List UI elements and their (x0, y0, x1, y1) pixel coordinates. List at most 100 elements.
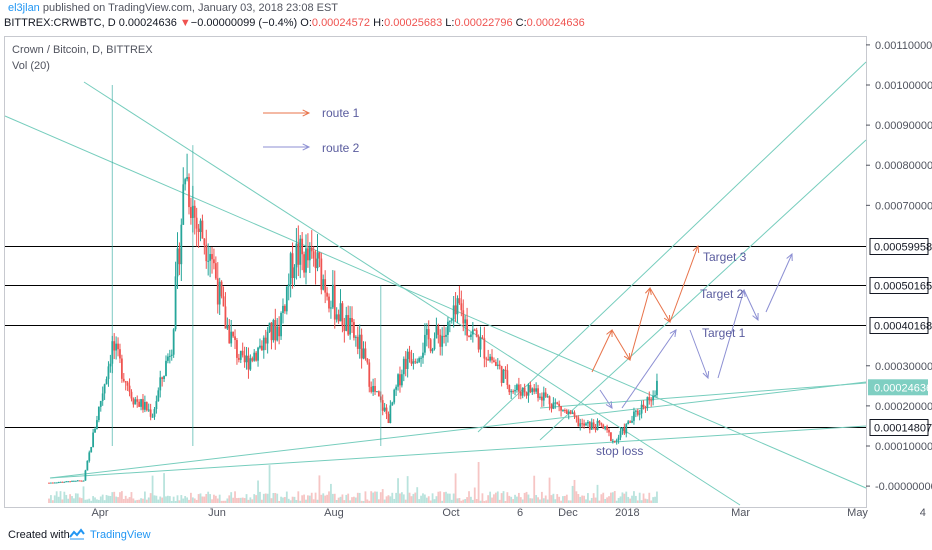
candle-body (195, 217, 198, 229)
candle-body (540, 396, 543, 401)
candle-body (556, 402, 559, 404)
chart-frame[interactable] (4, 36, 867, 508)
volume-bar (592, 493, 595, 503)
candle-body (241, 350, 244, 356)
author-link[interactable]: el3jlan (8, 2, 40, 14)
candle-body (535, 388, 538, 392)
candle-body (94, 428, 96, 433)
trend-line[interactable] (539, 139, 867, 441)
route2-arrow[interactable] (717, 289, 745, 379)
volume-bar (239, 497, 242, 503)
y-tick-label: 0.00010000 (875, 441, 932, 453)
candle-body (627, 421, 630, 424)
volume-bar (157, 499, 160, 503)
volume-bar (103, 500, 106, 503)
volume-bar (124, 495, 127, 503)
volume-bar (128, 497, 131, 503)
trend-line[interactable] (477, 61, 867, 433)
candle-body (211, 254, 213, 260)
trend-line[interactable] (539, 382, 867, 409)
volume-bar (399, 493, 401, 503)
tradingview-logo-icon (69, 528, 85, 540)
candle-body (97, 406, 100, 421)
route1-arrow[interactable] (611, 329, 631, 361)
volume-bar (65, 494, 68, 503)
candle-body (310, 247, 313, 252)
candle-body (283, 305, 286, 312)
volume-bar (262, 493, 265, 503)
candle-body (209, 254, 211, 261)
volume-bar (209, 494, 211, 503)
candle-body (506, 370, 509, 385)
volume-bar (379, 492, 382, 503)
price-chart[interactable]: 0.00110000 0.00100000 0.00090000 0.00080000… (0, 0, 932, 520)
candle-body (143, 402, 146, 410)
route2-arrow[interactable] (599, 389, 613, 409)
candle-body (516, 384, 518, 391)
open-value: 0.00024572 (311, 17, 371, 29)
volume-bar (301, 495, 304, 503)
volume-bar (362, 500, 365, 503)
volume-bar (548, 477, 551, 503)
candle-body (387, 413, 390, 424)
trend-line[interactable] (83, 81, 741, 506)
level-price-tag (869, 317, 929, 334)
route2-arrow[interactable] (689, 329, 709, 379)
candle-body (372, 386, 375, 392)
candle-body (149, 409, 152, 417)
volume-bar (650, 500, 653, 503)
volume-bar (222, 500, 225, 503)
y-tick-label: 0.00030000 (875, 361, 932, 373)
candle-body (155, 401, 158, 410)
candle-body (422, 352, 424, 358)
candle-body (84, 470, 87, 481)
candle-body (126, 382, 129, 386)
volume-bar (153, 495, 156, 503)
candle-body (462, 310, 465, 324)
candle-body (339, 303, 342, 322)
volume-bar (460, 500, 463, 503)
volume-bar (491, 497, 493, 503)
route1-arrow[interactable] (649, 287, 671, 323)
volume-bar (406, 476, 409, 503)
route1-arrow[interactable] (629, 287, 651, 361)
candle-body (128, 385, 131, 392)
volume-bar (565, 494, 568, 503)
candle-body (218, 281, 221, 305)
candle-body (550, 404, 553, 409)
volume-bar (531, 498, 534, 503)
volume-bar (234, 491, 236, 503)
y-tick-label: 0.00020000 (875, 401, 932, 413)
candle-body (343, 326, 346, 331)
volume-bar (195, 499, 198, 503)
route1-arrow-head (692, 244, 700, 254)
candle-body (391, 402, 394, 406)
close-label: C: (515, 17, 527, 29)
route1-arrow[interactable] (669, 245, 699, 323)
tradingview-brand-link[interactable]: TradingView (90, 529, 151, 541)
candle-body (485, 358, 488, 360)
candle-body (650, 400, 653, 402)
trend-line[interactable] (49, 425, 867, 479)
candle-body (358, 334, 361, 349)
candle-body (646, 397, 649, 408)
trend-line[interactable] (49, 381, 867, 479)
route2-arrow-head (702, 370, 710, 380)
route2-arrow[interactable] (621, 329, 677, 409)
x-tick-label: Dec (558, 507, 578, 519)
volume-bar (633, 491, 635, 503)
volume-bar (57, 496, 60, 503)
volume-bar (656, 491, 658, 503)
volume-bar (452, 493, 455, 503)
candle-body (445, 334, 447, 337)
volume-bar (496, 491, 499, 503)
trend-line[interactable] (4, 115, 867, 489)
change: −0.00000099 (−0.4%) (190, 17, 298, 29)
route1-arrow[interactable] (591, 329, 613, 373)
route2-arrow[interactable] (765, 253, 793, 313)
route2-arrow[interactable] (743, 289, 759, 321)
candle-body (57, 482, 60, 484)
volume-bar (604, 498, 607, 503)
candle-body (285, 286, 288, 312)
candle-body (305, 248, 307, 273)
